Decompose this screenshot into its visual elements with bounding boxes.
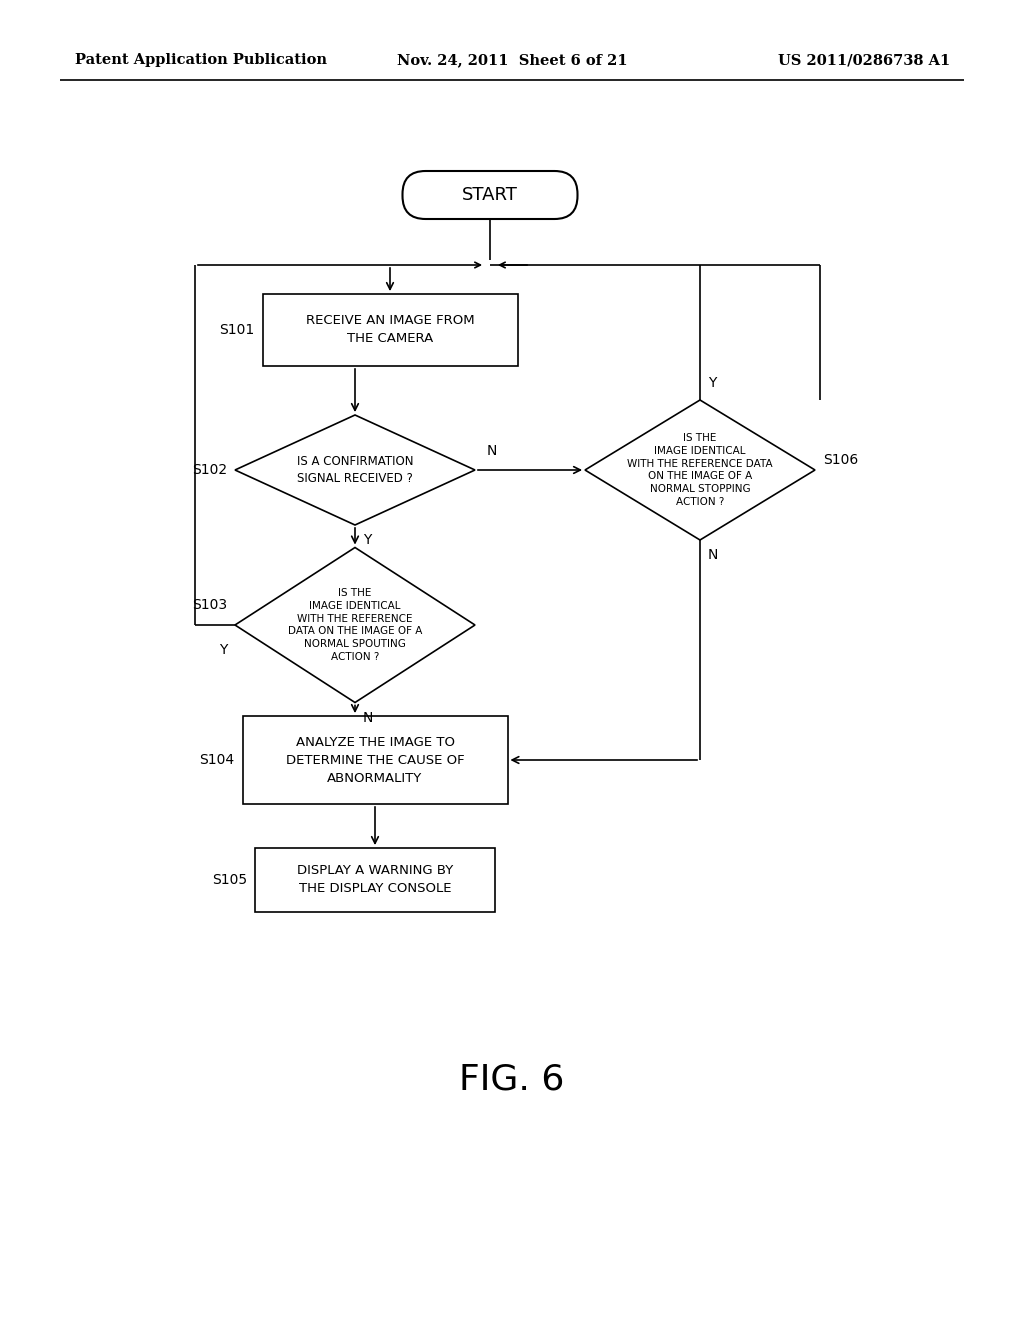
Text: N: N bbox=[362, 710, 374, 725]
Text: S104: S104 bbox=[200, 752, 234, 767]
Text: Y: Y bbox=[708, 376, 717, 389]
Text: S101: S101 bbox=[219, 323, 255, 337]
Text: IS THE
IMAGE IDENTICAL
WITH THE REFERENCE
DATA ON THE IMAGE OF A
NORMAL SPOUTING: IS THE IMAGE IDENTICAL WITH THE REFERENC… bbox=[288, 587, 422, 663]
Text: IS THE
IMAGE IDENTICAL
WITH THE REFERENCE DATA
ON THE IMAGE OF A
NORMAL STOPPING: IS THE IMAGE IDENTICAL WITH THE REFERENC… bbox=[627, 433, 773, 507]
Bar bbox=[262, 294, 517, 366]
Text: US 2011/0286738 A1: US 2011/0286738 A1 bbox=[778, 53, 950, 67]
Text: S106: S106 bbox=[823, 453, 858, 467]
Text: ANALYZE THE IMAGE TO
DETERMINE THE CAUSE OF
ABNORMALITY: ANALYZE THE IMAGE TO DETERMINE THE CAUSE… bbox=[286, 735, 464, 784]
Text: DISPLAY A WARNING BY
THE DISPLAY CONSOLE: DISPLAY A WARNING BY THE DISPLAY CONSOLE bbox=[297, 865, 454, 895]
Text: FIG. 6: FIG. 6 bbox=[460, 1063, 564, 1097]
Text: S105: S105 bbox=[212, 873, 247, 887]
Polygon shape bbox=[585, 400, 815, 540]
Bar bbox=[255, 847, 495, 912]
Text: Nov. 24, 2011  Sheet 6 of 21: Nov. 24, 2011 Sheet 6 of 21 bbox=[396, 53, 628, 67]
Text: RECEIVE AN IMAGE FROM
THE CAMERA: RECEIVE AN IMAGE FROM THE CAMERA bbox=[306, 314, 474, 346]
Text: Y: Y bbox=[219, 643, 227, 657]
Text: N: N bbox=[708, 548, 719, 562]
Polygon shape bbox=[234, 414, 475, 525]
Text: S103: S103 bbox=[191, 598, 227, 612]
Bar bbox=[243, 715, 508, 804]
Text: IS A CONFIRMATION
SIGNAL RECEIVED ?: IS A CONFIRMATION SIGNAL RECEIVED ? bbox=[297, 455, 414, 484]
Text: START: START bbox=[462, 186, 518, 205]
Text: S102: S102 bbox=[191, 463, 227, 477]
Text: N: N bbox=[487, 444, 498, 458]
FancyBboxPatch shape bbox=[402, 172, 578, 219]
Text: Y: Y bbox=[362, 533, 372, 546]
Text: Patent Application Publication: Patent Application Publication bbox=[75, 53, 327, 67]
Polygon shape bbox=[234, 548, 475, 702]
